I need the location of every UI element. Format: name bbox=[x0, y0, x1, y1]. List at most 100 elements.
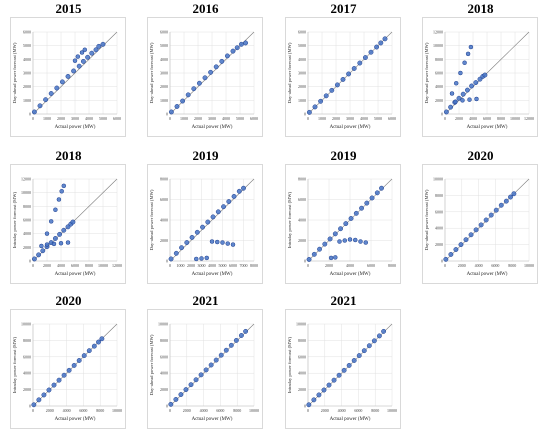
data-point bbox=[100, 41, 106, 47]
outlier-point bbox=[449, 91, 455, 96]
y-tick-label: 2000 bbox=[23, 245, 31, 250]
y-tick-label: 0 bbox=[29, 404, 31, 409]
y-tick-label: 12000 bbox=[21, 177, 31, 182]
data-point bbox=[346, 71, 352, 77]
x-tick-label: 4000 bbox=[63, 408, 71, 413]
scatter-panel: 2021 0 2000 4000 6000 8000 10000 0 2000 4000 6000 8… bbox=[137, 292, 274, 435]
data-point bbox=[185, 92, 191, 98]
x-axis-label: Actual power (MW) bbox=[55, 272, 96, 277]
data-point bbox=[205, 219, 211, 225]
data-point bbox=[322, 241, 328, 247]
data-point bbox=[306, 402, 312, 408]
y-tick-label: 1000 bbox=[23, 98, 31, 103]
data-point bbox=[99, 336, 105, 342]
data-point bbox=[31, 402, 37, 408]
data-point bbox=[381, 328, 387, 334]
data-point bbox=[443, 256, 449, 262]
panel-title: 2020 bbox=[467, 148, 494, 163]
y-axis-label: Day-ahead power forecast (MW) bbox=[149, 42, 154, 103]
y-tick-label: 2000 bbox=[298, 238, 306, 243]
data-point bbox=[511, 191, 517, 197]
plot-frame: 0 2000 4000 6000 8000 10000 0 2000 4000 6000 8000 1… bbox=[147, 309, 263, 429]
data-point bbox=[453, 247, 459, 252]
data-point bbox=[91, 343, 97, 349]
data-point bbox=[469, 83, 475, 89]
data-point bbox=[36, 252, 42, 258]
y-tick-label: 1000 bbox=[160, 98, 168, 103]
x-tick-label: 2000 bbox=[57, 116, 65, 121]
outlier-point bbox=[453, 81, 459, 86]
data-point bbox=[361, 348, 367, 354]
data-point bbox=[243, 328, 249, 334]
data-point bbox=[56, 377, 62, 383]
x-tick-label: 6000 bbox=[250, 116, 258, 121]
data-point bbox=[178, 392, 184, 397]
data-point bbox=[71, 362, 77, 368]
x-tick-label: 2000 bbox=[46, 408, 54, 413]
y-axis-label: Day-ahead power forecast (MW) bbox=[287, 42, 292, 103]
data-point bbox=[311, 251, 317, 257]
x-tick-label: 4000 bbox=[475, 263, 483, 268]
data-point bbox=[200, 224, 205, 230]
y-tick-label: 0 bbox=[29, 112, 31, 117]
data-point bbox=[382, 36, 388, 42]
x-axis-label: Actual power (MW) bbox=[192, 272, 233, 277]
x-tick-label: 2000 bbox=[194, 116, 202, 121]
x-axis-label: Actual power (MW) bbox=[55, 125, 96, 130]
outlier-point bbox=[474, 96, 479, 102]
y-tick-label: 6000 bbox=[435, 71, 443, 76]
x-axis-label: Actual power (MW) bbox=[55, 417, 96, 422]
x-tick-label: 4000 bbox=[469, 116, 477, 121]
data-point bbox=[464, 87, 470, 93]
data-point bbox=[351, 66, 357, 71]
outlier-point bbox=[458, 70, 463, 76]
y-tick-label: 0 bbox=[166, 112, 168, 117]
x-tick-label: 1000 bbox=[43, 116, 51, 121]
data-point bbox=[238, 333, 244, 338]
data-point bbox=[336, 372, 342, 378]
outlier-point bbox=[453, 99, 458, 104]
data-point bbox=[468, 232, 474, 238]
y-tick-label: 10000 bbox=[296, 322, 306, 327]
outlier-point bbox=[460, 98, 465, 103]
y-axis-label: Day-ahead power forecast (MW) bbox=[149, 189, 154, 250]
x-tick-label: 8000 bbox=[371, 408, 379, 413]
panel-title: 2019 bbox=[192, 148, 219, 163]
x-tick-label: 8000 bbox=[250, 263, 258, 268]
x-tick-label: 8000 bbox=[233, 408, 241, 413]
data-point bbox=[473, 80, 479, 86]
data-point bbox=[80, 58, 86, 64]
outlier-point bbox=[333, 255, 338, 260]
data-point bbox=[189, 234, 195, 240]
x-tick-label: 5000 bbox=[374, 116, 382, 121]
y-tick-label: 4000 bbox=[23, 57, 31, 62]
data-point bbox=[61, 227, 67, 233]
outlier-point bbox=[194, 256, 199, 262]
data-point bbox=[228, 342, 234, 348]
data-point bbox=[196, 80, 202, 86]
data-point bbox=[483, 217, 489, 223]
y-tick-label: 2000 bbox=[160, 238, 168, 243]
y-tick-label: 5000 bbox=[23, 43, 31, 48]
data-point bbox=[340, 76, 346, 82]
data-point bbox=[369, 195, 375, 201]
data-point bbox=[498, 202, 504, 208]
data-point bbox=[343, 221, 349, 227]
outlier-point bbox=[353, 237, 358, 243]
x-tick-label: 1000 bbox=[180, 116, 188, 121]
x-tick-label: 8000 bbox=[508, 263, 516, 268]
data-point bbox=[368, 49, 374, 55]
data-point bbox=[234, 45, 240, 51]
y-tick-label: 2000 bbox=[23, 84, 31, 89]
data-point bbox=[31, 256, 37, 262]
data-point bbox=[488, 212, 494, 218]
y-tick-label: 6000 bbox=[160, 197, 168, 202]
data-point bbox=[213, 357, 219, 363]
y-tick-label: 8000 bbox=[160, 338, 168, 343]
outlier-point bbox=[82, 47, 88, 53]
data-point bbox=[89, 50, 95, 56]
y-tick-label: 0 bbox=[304, 112, 306, 117]
data-point bbox=[173, 396, 179, 402]
y-tick-label: 4000 bbox=[435, 226, 443, 231]
data-point bbox=[57, 231, 63, 237]
